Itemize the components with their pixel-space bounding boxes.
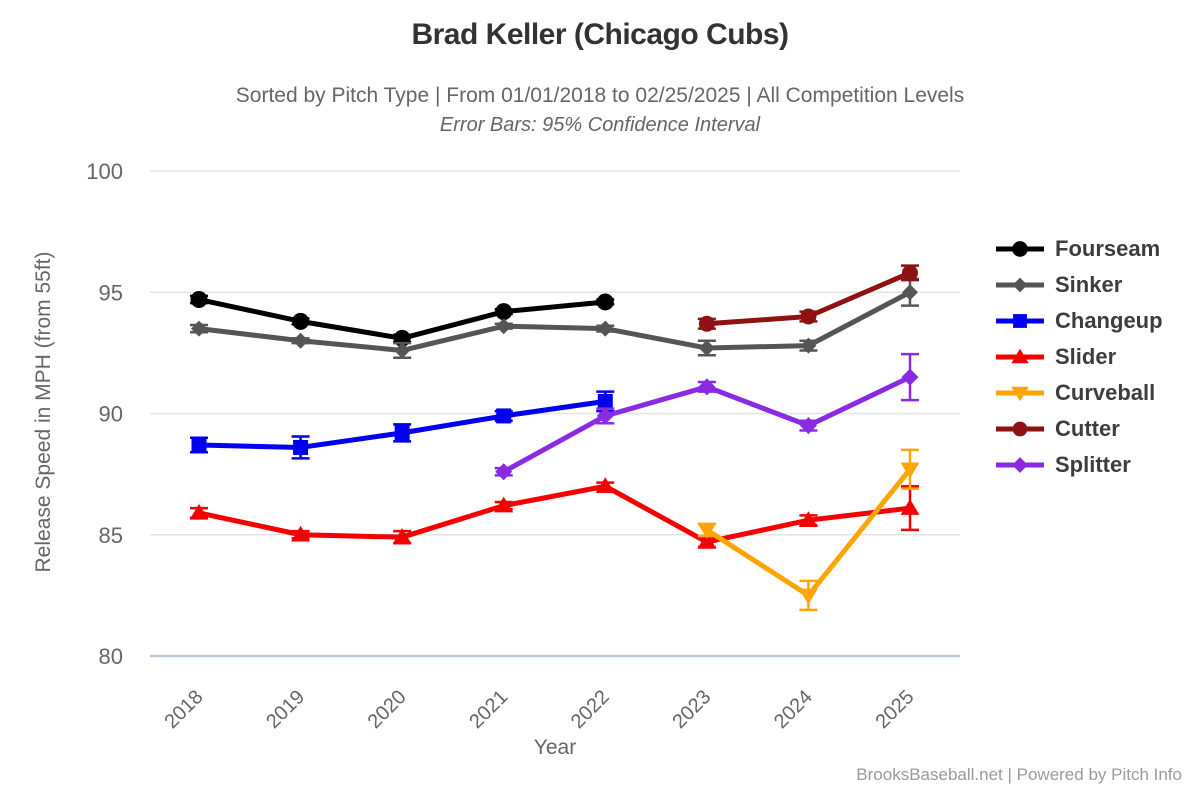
splitter-legend-marker	[996, 457, 1044, 473]
footer-credit: BrooksBaseball.net | Powered by Pitch In…	[856, 765, 1182, 784]
square-marker	[597, 393, 613, 409]
fourseam-legend-marker	[996, 241, 1044, 257]
triangle-up-marker	[392, 528, 412, 544]
square-marker	[191, 437, 207, 453]
series-slider	[189, 477, 920, 549]
diamond-marker	[597, 320, 614, 337]
series-curveball	[697, 448, 920, 612]
circle-marker	[190, 291, 208, 309]
triangle-up-marker	[494, 496, 514, 513]
y-tick-label: 100	[86, 159, 123, 184]
triangle-down-marker	[697, 523, 717, 539]
diamond-marker	[800, 337, 817, 354]
triangle-up-marker	[900, 499, 920, 515]
y-tick-label: 85	[99, 523, 123, 548]
error-bars-note: Error Bars: 95% Confidence Interval	[439, 114, 761, 136]
y-tick-label: 80	[99, 644, 123, 669]
x-tick-label: 2018	[161, 686, 208, 733]
legend-label: Sinker	[1055, 272, 1123, 297]
diamond-marker	[698, 378, 716, 396]
series-line	[705, 467, 912, 598]
series-changeup	[190, 390, 615, 460]
x-tick-label: 2025	[872, 686, 919, 733]
diamond-marker	[698, 340, 715, 357]
diamond-marker	[394, 342, 411, 359]
triangle-up-marker	[291, 525, 311, 542]
diamond-marker	[596, 407, 614, 425]
square-marker	[293, 439, 309, 455]
square-marker	[496, 408, 512, 424]
triangle-up-marker	[697, 533, 717, 549]
legend-label: Splitter	[1055, 452, 1131, 477]
slider-legend-marker	[996, 348, 1044, 364]
cutter-legend-marker	[996, 421, 1044, 437]
diamond-marker	[799, 417, 817, 435]
triangle-up-marker	[189, 503, 209, 520]
legend-item-cutter: Cutter	[995, 411, 1163, 447]
legend-item-fourseam: Fourseam	[995, 231, 1163, 267]
diamond-marker	[901, 368, 919, 386]
legend-label: Fourseam	[1055, 236, 1161, 261]
legend-item-curveball: Curveball	[995, 375, 1163, 411]
circle-marker	[596, 293, 614, 311]
series-sinker	[190, 277, 919, 359]
x-axis-title: Year	[533, 736, 577, 759]
series-splitter	[494, 352, 919, 481]
page-title: Brad Keller (Chicago Cubs)	[411, 18, 789, 51]
circle-marker	[698, 315, 715, 332]
series-fourseam	[190, 291, 615, 347]
x-tick-label: 2024	[770, 686, 817, 733]
x-tick-label: 2021	[465, 686, 512, 733]
changeup-legend-marker	[996, 314, 1044, 328]
circle-marker	[800, 308, 817, 325]
series-cutter	[697, 264, 919, 332]
x-tick-label: 2020	[364, 686, 411, 733]
sinker-legend-marker	[996, 277, 1044, 293]
triangle-up-marker	[798, 511, 818, 527]
x-tick-label: 2019	[262, 686, 309, 733]
diamond-marker	[191, 320, 207, 337]
legend-item-sinker: Sinker	[995, 267, 1163, 303]
series-line	[198, 483, 911, 545]
diamond-marker	[292, 332, 309, 349]
legend-label: Curveball	[1055, 380, 1156, 405]
legend-item-slider: Slider	[995, 339, 1163, 375]
circle-marker	[292, 312, 310, 330]
circle-marker	[901, 264, 918, 281]
legend-label: Slider	[1055, 344, 1117, 369]
triangle-up-marker	[595, 477, 615, 493]
triangle-down-marker	[798, 588, 818, 605]
series-line	[198, 290, 912, 353]
x-tick-label: 2023	[668, 686, 715, 733]
diamond-marker	[495, 463, 513, 481]
legend-label: Changeup	[1055, 308, 1163, 333]
legend-item-splitter: Splitter	[995, 447, 1163, 483]
x-tick-label: 2022	[567, 686, 614, 733]
circle-marker	[495, 303, 513, 321]
chart-subtitle: Sorted by Pitch Type | From 01/01/2018 t…	[235, 84, 965, 107]
legend-label: Cutter	[1055, 416, 1120, 441]
curveball-legend-marker	[996, 386, 1044, 402]
y-tick-label: 95	[99, 280, 123, 305]
triangle-down-marker	[900, 462, 920, 479]
diamond-marker	[495, 318, 512, 335]
diamond-marker	[901, 284, 918, 301]
square-marker	[394, 425, 410, 441]
legend: Fourseam Sinker Changeup Slider Curveball Cut…	[995, 231, 1163, 483]
legend-item-changeup: Changeup	[995, 303, 1163, 339]
y-tick-label: 90	[99, 402, 123, 427]
